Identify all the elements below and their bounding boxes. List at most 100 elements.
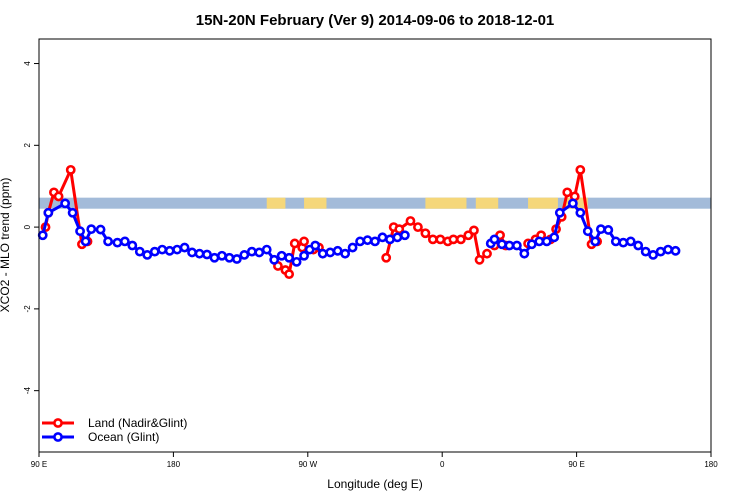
- data-point: [381, 252, 392, 263]
- data-point: [325, 247, 336, 258]
- data-point: [217, 250, 227, 261]
- y-tick-label: 2: [23, 143, 32, 148]
- data-point: [284, 252, 295, 263]
- data-point: [284, 269, 295, 280]
- data-point: [448, 234, 459, 245]
- data-point: [299, 236, 309, 247]
- data-point: [497, 239, 507, 250]
- data-point: [435, 234, 446, 245]
- data-point: [149, 246, 160, 257]
- data-point: [202, 249, 212, 260]
- land-band-segment: [425, 197, 467, 209]
- data-point: [246, 246, 257, 257]
- data-point: [633, 240, 644, 251]
- series-group: [37, 164, 681, 280]
- data-point: [289, 238, 300, 249]
- data-point: [142, 250, 153, 260]
- data-point: [377, 232, 388, 243]
- data-point: [394, 224, 405, 235]
- legend-label: Land (Nadir&Glint): [88, 416, 187, 430]
- data-point: [231, 254, 242, 264]
- data-point: [179, 242, 190, 253]
- data-point: [194, 248, 205, 259]
- data-point: [157, 244, 168, 255]
- data-point: [127, 240, 138, 251]
- x-tick-label: 0: [440, 460, 445, 469]
- data-point: [86, 224, 97, 235]
- data-point: [541, 236, 552, 247]
- data-point: [261, 244, 272, 255]
- x-axis: 90 E 180 90 W 0 90 E 180: [31, 452, 718, 469]
- data-point: [482, 248, 492, 259]
- data-point: [269, 254, 280, 265]
- data-point: [603, 225, 614, 235]
- data-point: [60, 198, 71, 209]
- data-point: [474, 254, 485, 265]
- data-point: [370, 236, 380, 247]
- data-point: [427, 234, 438, 245]
- data-band: [39, 197, 711, 209]
- data-point: [172, 244, 183, 255]
- data-point: [332, 245, 343, 256]
- series-land: [40, 164, 603, 280]
- data-point: [134, 246, 145, 257]
- data-point: [164, 245, 175, 256]
- data-point: [469, 225, 479, 236]
- data-point: [355, 236, 365, 247]
- data-point: [385, 234, 395, 245]
- chart-title: 15N-20N February (Ver 9) 2014-09-06 to 2…: [196, 12, 555, 29]
- y-tick-label: -2: [23, 305, 32, 313]
- y-tick-label: 0: [23, 224, 32, 229]
- data-point: [640, 246, 651, 257]
- data-point: [340, 248, 351, 259]
- data-point: [655, 246, 666, 257]
- data-point: [399, 230, 410, 241]
- data-point: [239, 250, 250, 260]
- data-point: [420, 228, 431, 239]
- data-point: [362, 235, 373, 246]
- land-band-segment: [304, 197, 327, 209]
- data-point: [504, 240, 515, 251]
- data-point: [595, 224, 606, 235]
- data-point: [65, 164, 76, 175]
- data-point: [670, 245, 681, 256]
- data-point: [590, 236, 601, 247]
- data-point: [75, 226, 85, 237]
- data-point: [347, 242, 358, 253]
- data-point: [455, 234, 466, 245]
- data-point: [511, 240, 522, 251]
- x-tick-label: 90 W: [298, 460, 317, 469]
- data-point: [534, 236, 545, 247]
- legend-marker: [53, 432, 63, 442]
- data-point: [95, 224, 106, 235]
- x-tick-label: 90 E: [568, 460, 584, 469]
- legend-marker: [53, 418, 63, 428]
- data-point: [549, 232, 560, 243]
- data-point: [519, 248, 530, 259]
- data-point: [582, 226, 593, 237]
- data-point: [575, 207, 586, 218]
- data-point: [80, 236, 91, 247]
- data-point: [463, 230, 474, 241]
- x-tick-label: 180: [167, 460, 181, 469]
- data-point: [648, 250, 659, 260]
- series-ocean: [37, 198, 681, 267]
- data-point: [554, 207, 565, 218]
- y-tick-label: 4: [23, 61, 32, 66]
- data-point: [310, 240, 321, 251]
- data-point: [254, 247, 265, 258]
- data-point: [575, 164, 586, 175]
- data-point: [618, 237, 629, 248]
- data-point: [224, 252, 235, 263]
- data-point: [103, 236, 113, 247]
- land-band-segment: [266, 197, 286, 209]
- data-point: [37, 230, 48, 241]
- data-point: [562, 187, 573, 198]
- data-point: [276, 250, 287, 261]
- data-point: [43, 207, 54, 218]
- y-tick-label: -4: [23, 387, 32, 395]
- data-point: [405, 216, 416, 226]
- data-point: [291, 256, 302, 267]
- data-point: [610, 236, 621, 247]
